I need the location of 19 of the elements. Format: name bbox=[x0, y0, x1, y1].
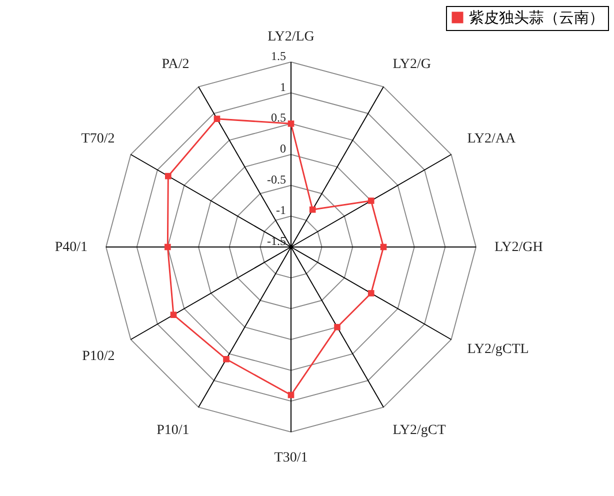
spoke-label: T70/2 bbox=[81, 131, 115, 146]
spoke-label: PA/2 bbox=[162, 56, 190, 72]
spoke-label: P10/2 bbox=[82, 348, 115, 364]
y-tick-label: -1 bbox=[276, 203, 286, 218]
spoke-label: P40/1 bbox=[54, 240, 88, 255]
spoke-label: LY2/LG bbox=[268, 30, 314, 44]
spoke-label: LY2/G bbox=[392, 56, 432, 72]
y-tick-label: 0 bbox=[280, 142, 286, 156]
y-tick-label: 1.5 bbox=[271, 49, 286, 63]
spoke-label: P10/1 bbox=[156, 423, 190, 438]
spoke-label: LY2/GH bbox=[494, 240, 543, 255]
legend-label: 紫皮独头蒜（云南） bbox=[469, 10, 604, 26]
spoke-label: LY2/AA bbox=[467, 131, 516, 146]
y-tick-label: 0.5 bbox=[271, 110, 286, 125]
spoke-label: T30/1 bbox=[274, 450, 308, 466]
spoke-label: LY2/gCT bbox=[392, 423, 446, 438]
y-tick-label: 1 bbox=[280, 80, 286, 94]
spoke-label: LY2/gCTL bbox=[467, 342, 529, 357]
y-tick-label: -0.5 bbox=[267, 172, 286, 186]
